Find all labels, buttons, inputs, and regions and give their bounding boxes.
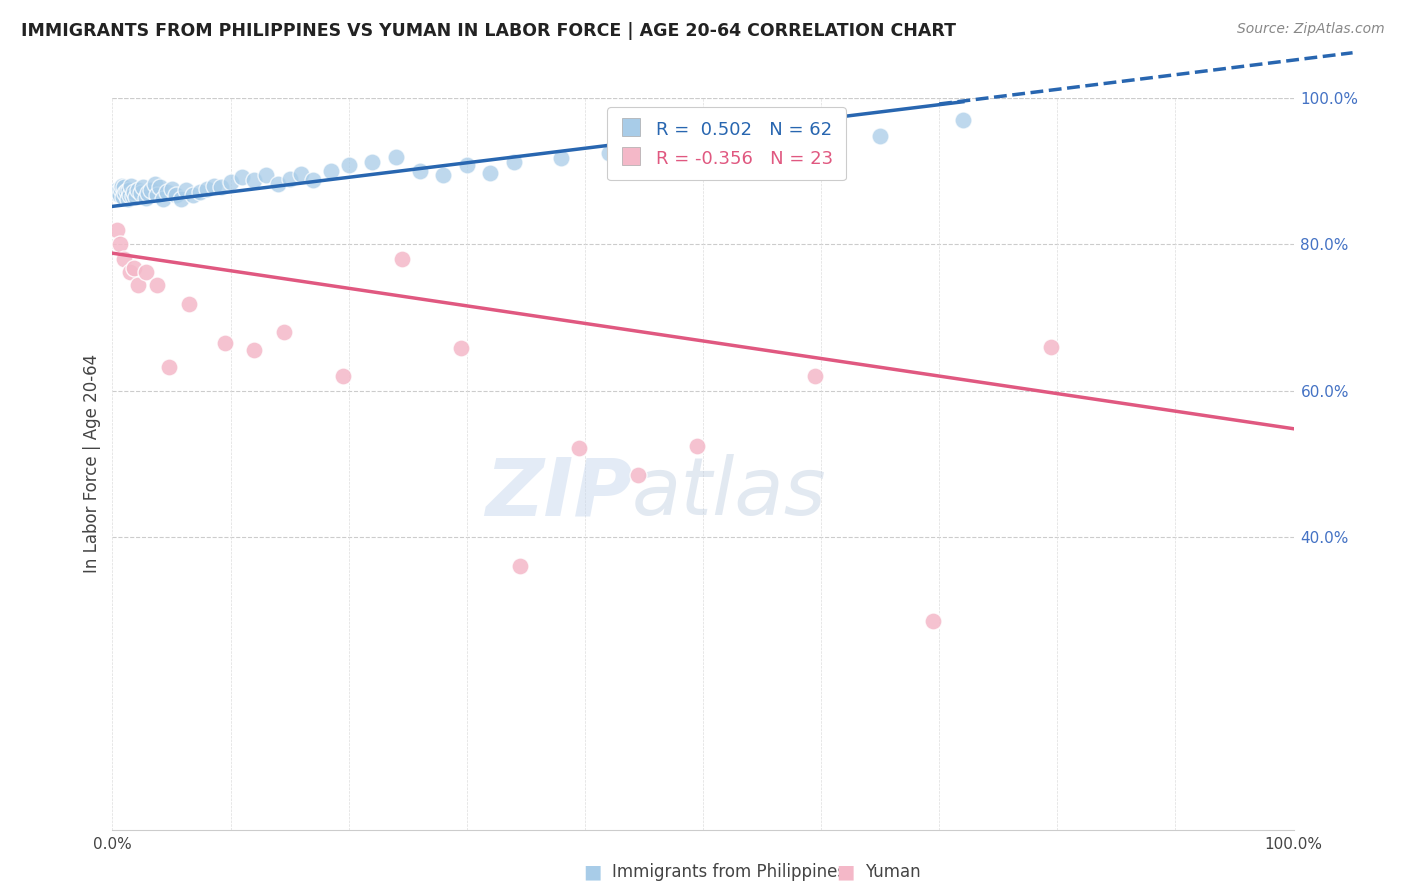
Point: [105, 183, 128, 197]
Point: [456, 158, 478, 172]
Point: [107, 185, 129, 199]
Point: [112, 252, 135, 266]
Point: [105, 186, 128, 201]
Point: [121, 189, 143, 203]
Point: [804, 369, 827, 384]
Point: [108, 237, 131, 252]
Text: ZIP: ZIP: [485, 454, 633, 533]
Point: [115, 184, 138, 198]
Point: [952, 113, 974, 128]
Text: Yuman: Yuman: [865, 863, 921, 881]
Point: [254, 168, 277, 182]
Point: [160, 182, 183, 196]
Point: [135, 265, 157, 279]
Point: [195, 182, 218, 196]
Point: [122, 260, 145, 275]
Point: [786, 135, 808, 149]
Point: [503, 155, 526, 169]
Point: [136, 186, 159, 201]
Point: [391, 252, 413, 266]
Point: [135, 191, 157, 205]
Point: [627, 467, 650, 482]
Point: [122, 185, 145, 199]
Point: [692, 148, 714, 162]
Point: [110, 182, 132, 196]
Point: [568, 441, 591, 455]
Point: [385, 150, 408, 164]
Legend: R =  0.502   N = 62, R = -0.356   N = 23: R = 0.502 N = 62, R = -0.356 N = 23: [607, 107, 846, 180]
Text: IMMIGRANTS FROM PHILIPPINES VS YUMAN IN LABOR FORCE | AGE 20-64 CORRELATION CHAR: IMMIGRANTS FROM PHILIPPINES VS YUMAN IN …: [21, 22, 956, 40]
Point: [152, 192, 174, 206]
Point: [141, 183, 163, 197]
Point: [290, 167, 312, 181]
Point: [156, 185, 179, 199]
Point: [120, 187, 142, 202]
Point: [361, 155, 384, 169]
Point: [129, 186, 152, 201]
Point: [111, 178, 134, 193]
Point: [869, 129, 891, 144]
Point: [243, 173, 266, 187]
Point: [170, 192, 193, 206]
Point: [644, 142, 666, 156]
Point: [114, 186, 136, 201]
Point: [125, 190, 148, 204]
Point: [231, 170, 253, 185]
Point: [179, 297, 201, 311]
Point: [219, 175, 242, 189]
Point: [214, 336, 236, 351]
Text: atlas: atlas: [633, 454, 827, 533]
Point: [143, 178, 166, 192]
Point: [337, 158, 360, 172]
Point: [243, 343, 266, 358]
Text: ■: ■: [583, 863, 602, 881]
Point: [174, 183, 197, 197]
Point: [127, 277, 149, 292]
Point: [165, 187, 187, 202]
Point: [686, 439, 709, 453]
Point: [146, 277, 169, 292]
Point: [740, 138, 762, 153]
Point: [188, 185, 211, 199]
Point: [146, 187, 169, 202]
Point: [598, 146, 620, 161]
Text: Immigrants from Philippines: Immigrants from Philippines: [612, 863, 846, 881]
Point: [509, 559, 531, 574]
Point: [105, 223, 128, 237]
Point: [112, 190, 135, 204]
Point: [117, 192, 139, 206]
Y-axis label: In Labor Force | Age 20-64: In Labor Force | Age 20-64: [83, 354, 101, 574]
Point: [408, 164, 430, 178]
Point: [278, 171, 301, 186]
Point: [550, 151, 572, 165]
Point: [108, 187, 131, 202]
Point: [120, 178, 142, 193]
Point: [202, 178, 225, 193]
Point: [127, 183, 149, 197]
Point: [149, 180, 172, 194]
Point: [432, 168, 454, 182]
Point: [157, 360, 180, 375]
Point: [273, 325, 295, 339]
Text: Source: ZipAtlas.com: Source: ZipAtlas.com: [1237, 22, 1385, 37]
Point: [332, 369, 354, 384]
Point: [120, 265, 142, 279]
Point: [922, 614, 945, 628]
Point: [302, 173, 325, 187]
Point: [118, 183, 141, 197]
Point: [450, 341, 472, 355]
Point: [132, 180, 155, 194]
Point: [1040, 340, 1063, 354]
Point: [209, 180, 232, 194]
Point: [479, 166, 502, 180]
Point: [181, 187, 204, 202]
Point: [319, 164, 342, 178]
Point: [112, 180, 135, 194]
Text: ■: ■: [837, 863, 855, 881]
Point: [267, 178, 290, 192]
